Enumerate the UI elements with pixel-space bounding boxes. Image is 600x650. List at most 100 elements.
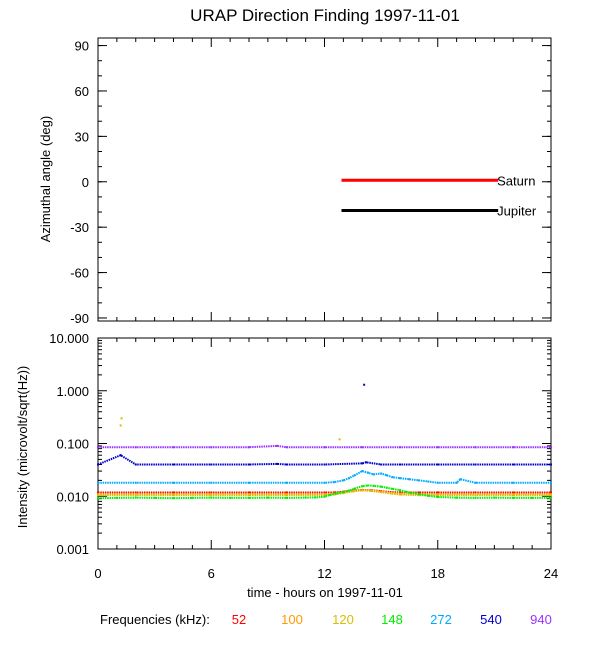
intensity-series-940-point <box>248 446 250 449</box>
intensity-series-100-point <box>134 493 137 496</box>
intensity-series-272-point <box>550 481 552 484</box>
intensity-series-52-point <box>210 491 213 494</box>
intensity-series-148-point <box>342 491 345 494</box>
intensity-series-272-point <box>391 476 394 479</box>
intensity-series-120-point <box>550 494 552 497</box>
intensity-series-148-point <box>266 496 269 499</box>
intensity-series-148-point <box>436 495 439 498</box>
intensity-series-272-point <box>459 478 462 481</box>
intensity-series-120-point <box>120 417 123 420</box>
intensity-series-148-point <box>172 497 175 500</box>
intensity-series-52-point <box>285 491 288 494</box>
intensity-series-100-trace <box>98 489 551 496</box>
intensity-series-120-point <box>512 494 515 497</box>
intensity-series-148-point <box>410 491 413 494</box>
intensity-series-540-point <box>248 463 250 466</box>
intensity-series-272-point <box>172 481 175 484</box>
intensity-series-540-point <box>210 463 213 466</box>
intensity-series-148-point <box>427 494 430 497</box>
intensity-series-272-point <box>361 470 364 473</box>
intensity-series-272-point <box>417 479 420 482</box>
intensity-series-148-point <box>97 497 99 500</box>
intensity-series-52-point <box>550 491 552 494</box>
intensity-y-tick-label: 0.010 <box>56 489 89 504</box>
intensity-series-148-point <box>550 496 552 499</box>
intensity-series-940-point <box>436 446 439 449</box>
direction-y-tick-label: -30 <box>70 220 89 235</box>
intensity-series-272-point <box>348 477 351 480</box>
intensity-series-52-point <box>97 491 99 494</box>
intensity-series-148-point <box>399 489 401 492</box>
intensity-series-940-point <box>172 446 175 449</box>
intensity-series-148-point <box>512 496 515 499</box>
intensity-series-148-point <box>285 496 288 499</box>
direction-series: Saturn Jupiter <box>341 173 537 219</box>
intensity-series-52-point <box>417 491 420 494</box>
intensity-series-52-point <box>248 491 250 494</box>
frequency-legend-item-540: 540 <box>480 612 502 627</box>
intensity-series-52-point <box>474 491 477 494</box>
intensity-y-tick-label: 1.000 <box>56 384 89 399</box>
intensity-series-148-point <box>455 496 458 499</box>
intensity-series-540-point <box>399 463 401 466</box>
intensity-series-148-point <box>314 496 317 499</box>
intensity-series-120-point <box>285 494 288 497</box>
intensity-series-148-point <box>115 496 118 499</box>
frequency-legend-label: Frequencies (kHz): <box>100 612 210 627</box>
intensity-series-272-point <box>134 481 137 484</box>
intensity-series-100-point <box>436 493 439 496</box>
intensity-series-148-point <box>417 493 420 496</box>
intensity-series-120-point <box>119 424 122 427</box>
chart-title: URAP Direction Finding 1997-11-01 <box>190 6 460 25</box>
intensity-series-120-point <box>338 438 341 441</box>
intensity-series-540-point <box>363 383 366 386</box>
intensity-series-540-point <box>276 462 279 465</box>
intensity-series-540-point <box>512 463 515 466</box>
intensity-series-272-point <box>408 478 411 481</box>
intensity-series-120-point <box>351 490 354 493</box>
intensity-series-272-point <box>248 481 250 484</box>
intensity-series-52-point <box>399 491 401 494</box>
direction-y-tick-label: 30 <box>75 129 89 144</box>
intensity-series-120-point <box>417 494 420 497</box>
intensity-series-940-point <box>474 446 477 449</box>
intensity-series-540-point <box>474 463 477 466</box>
intensity-series-148-point <box>391 487 394 490</box>
direction-y-axis-label: Azimuthal angle (deg) <box>38 116 53 242</box>
intensity-series-148-point <box>248 496 250 499</box>
intensity-series-272-point <box>97 481 99 484</box>
intensity-series-272-point <box>210 481 213 484</box>
direction-y-tick-label: -60 <box>70 266 89 281</box>
frequency-legend-item-52: 52 <box>232 612 246 627</box>
intensity-series-148-point <box>348 489 351 492</box>
intensity-series-120-point <box>370 489 373 492</box>
intensity-series-148-point <box>304 496 307 499</box>
intensity-y-axis-label: Intensity (microvolt/sqrt(Hz)) <box>15 366 30 529</box>
intensity-series-148-point <box>353 487 356 490</box>
intensity-series-148-point <box>134 496 137 499</box>
intensity-series-52-point <box>172 491 175 494</box>
frequency-legend-item-100: 100 <box>281 612 303 627</box>
intensity-series-272-point <box>285 481 288 484</box>
intensity-series-148-point <box>404 490 407 493</box>
intensity-series-272-point <box>323 481 326 484</box>
intensity-series-120-trace <box>98 489 551 497</box>
intensity-y-tick-label: 10.000 <box>49 331 89 346</box>
intensity-series-272-trace <box>98 470 551 484</box>
intensity-series-148-point <box>366 484 369 487</box>
intensity-series-52-point <box>332 491 335 494</box>
direction-y-tick-label: 60 <box>75 84 89 99</box>
intensity-series-272-point <box>512 481 515 484</box>
frequency-legend-item-940: 940 <box>530 612 552 627</box>
intensity-series-100-point <box>474 493 477 496</box>
frequency-legend-item-120: 120 <box>332 612 354 627</box>
intensity-series-540-point <box>119 454 122 457</box>
intensity-series-100-point <box>323 493 326 496</box>
frequency-legend: Frequencies (kHz): 52 100 120 148 272 540 940 <box>100 612 552 627</box>
intensity-series-540-point <box>134 463 137 466</box>
intensity-series-272-point <box>399 477 401 480</box>
intensity-series-148-point <box>229 496 232 499</box>
intensity-series-940-point <box>210 446 213 449</box>
intensity-series-940-point <box>361 446 364 449</box>
